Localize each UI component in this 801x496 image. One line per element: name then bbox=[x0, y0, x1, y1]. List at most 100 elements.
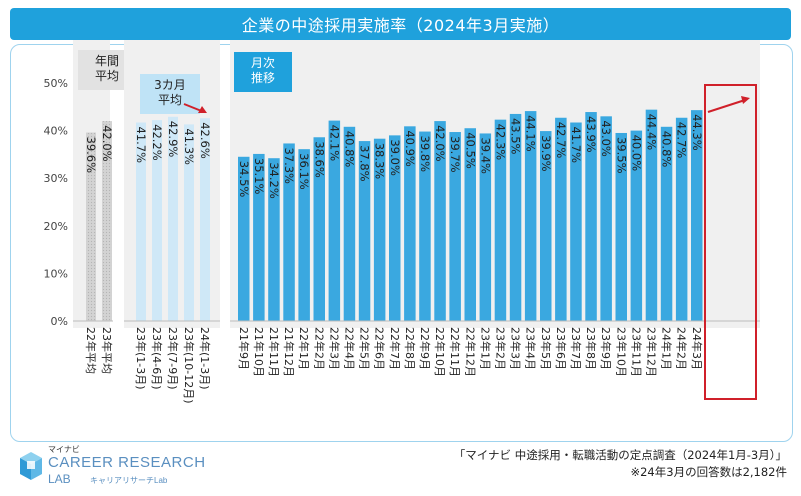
bar bbox=[494, 119, 507, 321]
x-tick-label: 22年6月 bbox=[373, 327, 387, 370]
data-label: 39.7% bbox=[448, 136, 462, 173]
data-label: 40.0% bbox=[629, 135, 643, 172]
bar bbox=[184, 124, 194, 321]
x-tick-label: 23年(7-9月) bbox=[166, 327, 180, 390]
bar bbox=[434, 121, 446, 321]
series-label: 月次 bbox=[251, 56, 275, 70]
arrow-head-icon bbox=[741, 96, 750, 104]
x-tick-label: 24年3月 bbox=[690, 327, 704, 370]
y-tick-label: 50% bbox=[44, 77, 68, 90]
x-tick-label: 22年9月 bbox=[418, 327, 432, 370]
bar bbox=[615, 132, 627, 321]
logo-brand-small: マイナビ bbox=[48, 445, 80, 454]
bar bbox=[524, 111, 537, 321]
data-label: 42.7% bbox=[554, 122, 568, 159]
x-tick-label: 23年7月 bbox=[569, 327, 583, 370]
series-label: 平均 bbox=[158, 93, 182, 107]
x-tick-label: 23年(1-3月) bbox=[134, 327, 148, 390]
bar bbox=[660, 126, 673, 322]
y-tick-label: 30% bbox=[44, 172, 68, 185]
x-tick-label: 23年1月 bbox=[478, 327, 492, 370]
x-tick-label: 21年12月 bbox=[282, 327, 296, 377]
data-label: 44.3% bbox=[690, 114, 704, 151]
series-label: 平均 bbox=[95, 69, 119, 83]
bar bbox=[570, 122, 582, 322]
data-label: 43.0% bbox=[599, 120, 613, 157]
data-label: 42.0% bbox=[433, 125, 447, 162]
x-tick-label: 23年11月 bbox=[629, 327, 643, 377]
bar bbox=[152, 120, 162, 322]
bar bbox=[200, 118, 210, 321]
data-label: 44.1% bbox=[524, 115, 538, 152]
chart-title-banner: 企業の中途採用実施率（2024年3月実施） bbox=[10, 8, 791, 40]
x-tick-label: 23年5月 bbox=[539, 327, 553, 370]
bar bbox=[268, 158, 280, 321]
data-label: 36.1% bbox=[297, 153, 311, 190]
data-label: 39.5% bbox=[614, 137, 628, 174]
career-research-lab-logo: マイナビ CAREER RESEARCH LAB キャリアリサーチLab bbox=[18, 444, 218, 492]
bar bbox=[585, 112, 597, 321]
x-tick-label: 22年12月 bbox=[463, 327, 477, 377]
series-label: 年間 bbox=[95, 54, 119, 68]
y-tick-label: 20% bbox=[44, 220, 68, 233]
data-label: 34.5% bbox=[237, 161, 251, 198]
x-tick-label: 22年10月 bbox=[433, 327, 447, 377]
bar bbox=[645, 109, 658, 321]
data-label: 34.2% bbox=[267, 162, 281, 199]
bar bbox=[358, 141, 371, 321]
data-label: 39.4% bbox=[478, 137, 492, 174]
x-tick-label: 23年12月 bbox=[644, 327, 658, 377]
data-label: 38.3% bbox=[373, 143, 387, 180]
data-label: 42.2% bbox=[150, 124, 164, 161]
data-label: 39.8% bbox=[418, 136, 432, 173]
x-tick-label: 22年2月 bbox=[312, 327, 326, 370]
x-tick-label: 23年3月 bbox=[509, 327, 523, 370]
y-tick-label: 0% bbox=[51, 315, 68, 328]
x-tick-label: 23年4月 bbox=[524, 327, 538, 370]
x-tick-label: 23年(10-12月) bbox=[182, 327, 196, 404]
sample-size-note: ※24年3月の回答数は2,182件 bbox=[630, 465, 787, 479]
bar bbox=[136, 122, 146, 322]
arrow-head-icon bbox=[198, 106, 207, 113]
bar bbox=[283, 143, 295, 321]
x-tick-label: 24年(1-3月) bbox=[198, 327, 212, 390]
bar bbox=[343, 126, 356, 322]
x-tick-label: 23年8月 bbox=[584, 327, 598, 370]
logo-brand-main: CAREER RESEARCH bbox=[48, 454, 206, 471]
x-tick-label: 23年(4-6月) bbox=[150, 327, 164, 390]
data-label: 42.0% bbox=[100, 125, 114, 162]
data-label: 42.1% bbox=[327, 125, 341, 162]
x-tick-label: 23年6月 bbox=[554, 327, 568, 370]
data-label: 40.5% bbox=[463, 132, 477, 169]
highlight-box bbox=[704, 84, 757, 400]
x-tick-label: 22年7月 bbox=[388, 327, 402, 370]
data-label: 37.8% bbox=[358, 145, 372, 182]
x-tick-label: 22年3月 bbox=[327, 327, 341, 370]
data-label: 42.9% bbox=[166, 121, 180, 158]
data-label: 35.1% bbox=[252, 158, 266, 195]
data-label: 41.7% bbox=[134, 127, 148, 164]
source-note: 「マイナビ 中途採用・転職活動の定点調査（2024年1月-3月）」 ※24年3月… bbox=[454, 447, 787, 481]
x-tick-label: 24年2月 bbox=[675, 327, 689, 370]
x-tick-label: 22年8月 bbox=[403, 327, 417, 370]
cube-logo-icon bbox=[20, 452, 42, 480]
source-line: 「マイナビ 中途採用・転職活動の定点調査（2024年1月-3月）」 bbox=[453, 448, 787, 462]
bar bbox=[630, 130, 643, 321]
x-tick-label: 22年5月 bbox=[358, 327, 372, 370]
data-label: 42.6% bbox=[198, 122, 212, 159]
data-label: 44.4% bbox=[644, 114, 658, 151]
bar bbox=[298, 149, 310, 321]
y-tick-label: 10% bbox=[44, 267, 68, 280]
series-label: 3カ月 bbox=[154, 78, 186, 92]
data-label: 40.9% bbox=[403, 130, 417, 167]
x-tick-label: 23年9月 bbox=[599, 327, 613, 370]
bar bbox=[479, 133, 492, 321]
data-label: 40.8% bbox=[660, 131, 674, 168]
bar bbox=[313, 137, 325, 321]
data-label: 43.9% bbox=[584, 116, 598, 153]
bar bbox=[540, 131, 552, 321]
bar bbox=[419, 131, 431, 321]
series-label: 推移 bbox=[251, 71, 275, 85]
